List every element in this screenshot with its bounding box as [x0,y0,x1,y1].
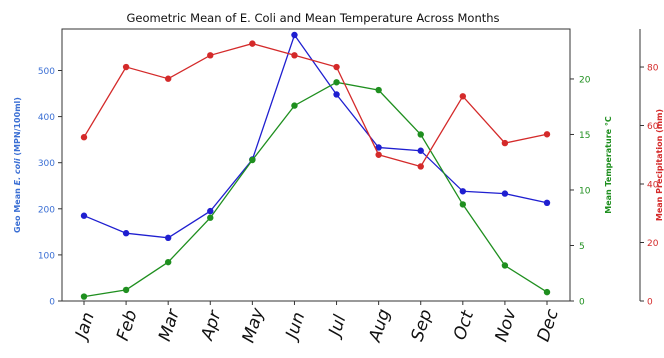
x-tick-label: Nov [492,306,522,345]
series-point-right2 [501,139,509,147]
series-point-right1 [80,293,88,300]
series-point-right1 [249,156,256,164]
series-point-right1 [459,201,467,208]
series-point-left [459,188,467,195]
series-point-left [375,144,382,151]
chart-title: Geometric Mean of E. Coli and Mean Tempe… [126,11,499,25]
series-point-left [543,199,551,207]
series-point-right1 [122,286,130,294]
x-tick-label: Oct [450,307,479,342]
left-y-axis-label-part: (MPN/100ml) [13,97,22,158]
x-tick-label: Jul [324,312,350,341]
right2-y-tick-label: 20 [647,239,659,249]
right2-y-tick-label: 60 [647,122,659,132]
series-point-left [207,207,214,215]
series-line-left [83,33,548,239]
series-point-left [164,234,172,242]
left-y-tick-label: 500 [38,67,55,77]
series-point-left [333,91,340,98]
series-point-left [122,230,130,237]
x-tick-label: Jan [71,310,99,344]
right2-y-axis-label: Mean Precipitation (mm) [655,109,664,221]
x-tick-label: Dec [534,306,563,344]
x-tick-label: Jun [281,310,309,344]
series-point-left [291,31,298,39]
series-point-right1 [333,79,340,86]
series-point-right1 [501,262,509,269]
x-tick-label: Mar [155,306,184,344]
series-point-right1 [207,214,214,221]
left-y-tick-label: 400 [38,113,55,123]
series-point-left [80,212,88,219]
right2-y-tick-label: 80 [647,64,659,74]
left-y-axis-label-part: E. coli [13,158,22,185]
series-point-right1 [543,288,551,296]
left-y-tick-label: 0 [49,298,55,308]
series-point-right1 [291,102,298,109]
series-point-right2 [375,151,382,158]
right2-y-tick-label: 40 [647,181,659,191]
series-point-right2 [543,131,551,138]
series-point-right2 [122,63,130,71]
series-point-left [501,190,509,197]
series-point-right2 [333,63,340,71]
left-y-tick-label: 300 [38,159,55,169]
series-line-right2 [83,42,548,168]
plot-area [61,28,571,302]
x-tick-label: Feb [113,308,142,344]
x-tick-label: Apr [197,307,226,343]
x-tick-label: Aug [365,306,395,345]
series-point-right1 [417,131,424,138]
left-y-axis-label-part: Geo Mean [13,185,22,233]
x-tick-label: May [239,305,269,345]
right1-y-tick-label: 0 [579,298,585,308]
right1-y-tick-label: 5 [579,242,585,252]
right1-y-axis-label: Mean Temperature °C [604,116,613,214]
series-point-right2 [164,75,172,82]
right1-y-tick-label: 15 [579,131,590,141]
series-point-right2 [417,163,424,170]
right1-y-tick-label: 20 [579,75,591,85]
left-y-axis-label: Geo Mean E. coli (MPN/100ml) [13,97,22,233]
left-y-tick-label: 100 [38,251,55,261]
x-tick-label: Sep [408,307,437,344]
series-point-right2 [207,52,214,59]
series-line-right1 [83,81,548,298]
right2-y-tick-label: 0 [647,298,653,308]
series-point-right2 [249,40,256,47]
series-point-left [417,147,424,154]
left-y-tick-label: 200 [38,205,55,215]
series-point-right1 [375,86,382,94]
series-point-right1 [164,258,172,266]
right1-y-tick-label: 10 [579,186,591,196]
series-point-right2 [291,52,298,59]
series-point-right2 [459,93,467,100]
series-point-right2 [80,134,88,141]
